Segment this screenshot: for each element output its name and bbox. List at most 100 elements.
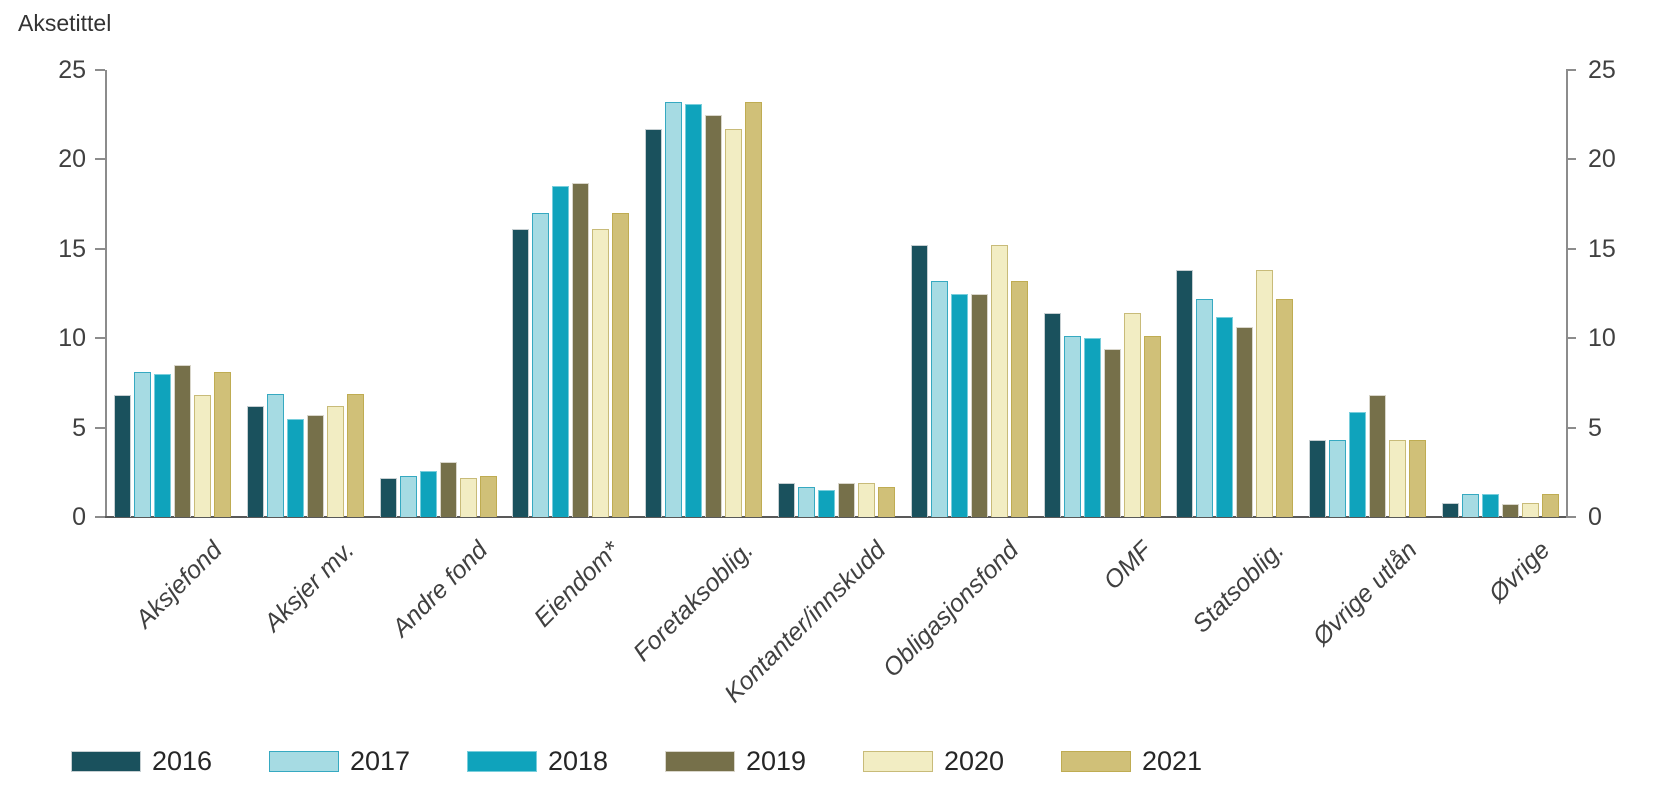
- bar-2020-aksjer-mv: [326, 406, 344, 517]
- bar-2021-aksjefond: [213, 372, 231, 517]
- x-tick-label-vrige: Øvrige: [1483, 536, 1556, 608]
- bar-2021-aksjer-mv: [346, 393, 364, 517]
- bar-2020-vrige: [1522, 502, 1540, 517]
- bar-2019-statsoblig: [1236, 327, 1254, 517]
- y-tick-label-right-25: 25: [1588, 56, 1616, 84]
- bar-2021-eiendom: [612, 213, 630, 517]
- x-tick-label-eiendom: Eiendom*: [529, 536, 626, 633]
- bar-2019-foretaksoblig: [705, 114, 723, 517]
- bar-2021-vrige: [1542, 493, 1560, 517]
- legend-swatch-2017: [269, 750, 339, 772]
- bar-2018-foretaksoblig: [685, 103, 703, 517]
- bar-2018-eiendom: [552, 186, 570, 517]
- bar-group-aksjefond: [106, 70, 239, 517]
- bar-2021-vrige-utl-n: [1409, 440, 1427, 517]
- bar-2016-omf: [1043, 313, 1061, 517]
- bar-2020-statsoblig: [1256, 270, 1274, 517]
- bar-2017-omf: [1063, 336, 1081, 517]
- y-tick-mark-left-25: [95, 69, 105, 71]
- legend-item-2016: 2016: [71, 746, 269, 776]
- bar-2021-omf: [1143, 336, 1161, 517]
- bar-2017-kontanter-innskudd: [797, 486, 815, 517]
- bar-2017-aksjefond: [133, 372, 151, 517]
- bar-group-obligasjonsfond: [903, 70, 1036, 517]
- legend-label-2017: 2017: [350, 746, 411, 776]
- bar-2016-andre-fond: [379, 477, 397, 517]
- legend-swatch-2016: [71, 750, 141, 772]
- bar-group-kontanter-innskudd: [770, 70, 903, 517]
- bar-2020-vrige-utl-n: [1389, 440, 1407, 517]
- y-tick-mark-left-15: [95, 247, 105, 250]
- bar-group-foretaksoblig: [637, 70, 770, 517]
- bar-2016-eiendom: [512, 229, 530, 517]
- y-tick-mark-right-25: [1566, 69, 1576, 71]
- legend-label-2019: 2019: [746, 746, 807, 776]
- bar-2017-aksjer-mv: [266, 393, 284, 517]
- bar-2018-statsoblig: [1216, 316, 1234, 517]
- x-tick-label-statsoblig: Statsoblig.: [1187, 536, 1290, 639]
- bottom-axis-line: [105, 516, 1568, 518]
- bar-2016-aksjer-mv: [246, 406, 264, 517]
- bar-group-omf: [1036, 70, 1169, 517]
- bar-2016-statsoblig: [1176, 270, 1194, 517]
- bar-group-vrige: [1434, 70, 1567, 517]
- bar-2017-vrige-utl-n: [1329, 440, 1347, 517]
- y-tick-mark-right-10: [1566, 337, 1576, 340]
- y-tick-mark-right-15: [1566, 247, 1576, 250]
- legend: 2016 2017 2018 2019 2020 2021: [71, 746, 1259, 776]
- left-axis-line: [105, 70, 107, 518]
- legend-item-2019: 2019: [665, 746, 863, 776]
- y-tick-mark-right-0: [1566, 516, 1576, 518]
- bar-2017-statsoblig: [1196, 298, 1214, 517]
- legend-label-2020: 2020: [944, 746, 1005, 776]
- bar-2017-foretaksoblig: [665, 102, 683, 517]
- x-tick-label-obligasjonsfond: Obligasjonsfond: [877, 536, 1025, 683]
- bar-2016-kontanter-innskudd: [777, 483, 795, 517]
- bar-2018-vrige: [1482, 493, 1500, 517]
- bar-2018-obligasjonsfond: [950, 293, 968, 517]
- x-tick-label-vrige-utl-n: Øvrige utlån: [1307, 536, 1423, 652]
- y-tick-mark-right-5: [1566, 426, 1576, 429]
- y-tick-label-right-20: 20: [1588, 145, 1616, 174]
- axis-title: Aksetittel: [18, 10, 112, 36]
- plot-area: [106, 70, 1567, 517]
- bar-2021-statsoblig: [1276, 298, 1294, 517]
- bar-2018-aksjer-mv: [286, 418, 304, 517]
- legend-item-2021: 2021: [1061, 746, 1259, 776]
- bar-2018-aksjefond: [153, 373, 171, 517]
- x-tick-label-aksjefond: Aksjefond: [129, 536, 228, 634]
- bar-2019-omf: [1103, 348, 1121, 517]
- bar-group-statsoblig: [1169, 70, 1302, 517]
- bar-group-vrige-utl-n: [1301, 70, 1434, 517]
- right-axis-line: [1566, 70, 1568, 518]
- x-tick-label-andre-fond: Andre fond: [386, 536, 493, 643]
- bar-2016-aksjefond: [113, 395, 131, 517]
- bar-2019-vrige-utl-n: [1369, 395, 1387, 517]
- legend-swatch-2019: [665, 750, 735, 772]
- bar-2020-foretaksoblig: [725, 129, 743, 517]
- y-tick-label-right-0: 0: [1588, 503, 1602, 531]
- bar-2019-aksjer-mv: [306, 415, 324, 517]
- bar-2019-obligasjonsfond: [970, 293, 988, 517]
- legend-swatch-2018: [467, 750, 537, 772]
- y-tick-mark-left-20: [95, 158, 105, 161]
- legend-label-2016: 2016: [152, 746, 213, 776]
- bar-2016-vrige: [1442, 502, 1460, 517]
- bar-2020-eiendom: [592, 229, 610, 517]
- bar-2017-andre-fond: [399, 475, 417, 517]
- bar-2018-omf: [1083, 338, 1101, 517]
- bar-group-andre-fond: [372, 70, 505, 517]
- bar-2021-andre-fond: [479, 475, 497, 517]
- y-tick-mark-right-20: [1566, 158, 1576, 161]
- legend-label-2021: 2021: [1142, 746, 1203, 776]
- y-tick-mark-left-0: [95, 516, 105, 518]
- x-tick-label-omf: OMF: [1097, 536, 1157, 596]
- bar-2018-andre-fond: [419, 470, 437, 517]
- bar-2021-kontanter-innskudd: [877, 486, 895, 517]
- bar-2018-vrige-utl-n: [1349, 411, 1367, 517]
- x-tick-label-foretaksoblig: Foretaksoblig.: [627, 536, 759, 667]
- y-tick-label-left-15: 15: [58, 234, 86, 263]
- y-tick-label-left-5: 5: [72, 413, 86, 442]
- bar-2020-aksjefond: [193, 395, 211, 517]
